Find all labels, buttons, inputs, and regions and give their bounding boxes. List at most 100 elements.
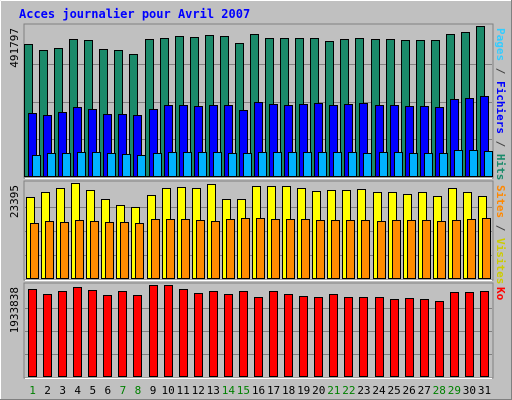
bar-sites-day-24 <box>377 221 386 279</box>
bar-ko-day-9 <box>149 285 158 377</box>
bar-pages-day-22 <box>348 152 357 177</box>
series-legend: Ko <box>494 287 507 301</box>
legend-part-1: Pages <box>494 28 507 61</box>
bar-sites-day-22 <box>346 220 355 279</box>
bar-ko-day-5 <box>88 290 97 377</box>
day-label-24: 24 <box>372 384 386 397</box>
legend-part-1: Ko <box>494 287 507 301</box>
bar-sites-day-15 <box>241 218 250 279</box>
bar-sites-day-13 <box>211 221 220 279</box>
bar-ko-day-20 <box>314 297 323 377</box>
bar-pages-day-1 <box>32 155 41 177</box>
day-label-11: 11 <box>177 384 190 397</box>
day-label-15: 15 <box>237 384 250 397</box>
bar-sites-day-10 <box>166 219 175 279</box>
bar-sites-day-19 <box>301 219 310 279</box>
day-label-5: 5 <box>89 384 96 397</box>
chart-panel-1: 491797 Pages / Fichiers / Hits <box>8 23 507 180</box>
bar-pages-day-14 <box>228 153 237 177</box>
bar-pages-day-28 <box>439 153 448 177</box>
day-label-26: 26 <box>403 384 416 397</box>
day-label-12: 12 <box>192 384 205 397</box>
bar-sites-day-4 <box>75 220 84 279</box>
legend-part-3: Visites <box>494 238 507 284</box>
bar-pages-day-15 <box>243 153 252 177</box>
bar-sites-day-16 <box>256 218 265 279</box>
x-axis-day-labels: 1 2 3 4 5 6 7 8 9 10 11 12 13 14 15 16 17 18 19 20 21 22 23 24 2… <box>29 384 491 397</box>
bar-ko-day-2 <box>43 294 52 377</box>
day-label-8: 8 <box>135 384 142 397</box>
bar-pages-day-17 <box>273 152 282 177</box>
bar-pages-day-6 <box>107 153 116 177</box>
y-max-label: 1933838 <box>8 287 21 333</box>
day-label-22: 22 <box>342 384 355 397</box>
day-label-28: 28 <box>433 384 446 397</box>
bar-pages-day-7 <box>122 154 131 177</box>
legend-part-5: Hits <box>494 154 507 181</box>
bar-pages-day-25 <box>394 152 403 177</box>
bar-ko-day-19 <box>299 296 308 377</box>
bar-pages-day-20 <box>318 152 327 177</box>
day-label-29: 29 <box>448 384 461 397</box>
chart-panels: 491797 Pages / Fichiers / Hits 23395 Sites … <box>8 23 507 379</box>
day-label-4: 4 <box>74 384 81 397</box>
legend-part-3: Fichiers <box>494 81 507 134</box>
bar-ko-day-23 <box>359 297 368 377</box>
bar-pages-day-31 <box>484 151 493 177</box>
bar-pages-day-19 <box>303 152 312 177</box>
bar-pages-day-13 <box>213 152 222 177</box>
bar-ko-day-26 <box>405 298 414 377</box>
bar-pages-day-27 <box>424 153 433 177</box>
bar-pages-day-10 <box>168 152 177 177</box>
bar-ko-day-15 <box>239 291 248 377</box>
bar-sites-day-18 <box>286 219 295 279</box>
bar-pages-day-3 <box>62 153 71 177</box>
day-label-20: 20 <box>312 384 325 397</box>
bar-ko-day-28 <box>435 301 444 377</box>
bar-sites-day-25 <box>392 220 401 279</box>
bar-ko-day-1 <box>28 289 37 377</box>
y-max-label: 491797 <box>8 28 21 68</box>
bar-sites-day-12 <box>196 220 205 279</box>
bar-ko-day-24 <box>375 297 384 377</box>
bar-sites-day-5 <box>90 221 99 279</box>
bar-pages-day-5 <box>92 152 101 177</box>
series-pages <box>32 150 493 177</box>
bar-ko-day-12 <box>194 293 203 377</box>
chart-panel-3: 1933838 Ko <box>8 282 507 379</box>
bar-sites-day-27 <box>422 220 431 279</box>
day-label-31: 31 <box>478 384 491 397</box>
bar-pages-day-4 <box>77 152 86 177</box>
legend-part-1: Sites <box>494 185 507 218</box>
bar-ko-day-11 <box>179 289 188 377</box>
bar-ko-day-21 <box>329 294 338 377</box>
day-label-19: 19 <box>297 384 310 397</box>
bar-ko-day-27 <box>420 299 429 377</box>
legend-part-2: / <box>494 218 507 238</box>
bar-pages-day-9 <box>153 153 162 177</box>
bar-ko-day-17 <box>269 291 278 377</box>
bar-pages-day-29 <box>454 150 463 177</box>
bar-sites-day-17 <box>271 219 280 279</box>
day-label-25: 25 <box>387 384 400 397</box>
bar-sites-day-7 <box>120 222 129 279</box>
bar-pages-day-18 <box>288 152 297 177</box>
bar-sites-day-28 <box>437 221 446 279</box>
legend-part-4: / <box>494 134 507 154</box>
day-label-17: 17 <box>267 384 280 397</box>
bar-ko-day-31 <box>480 291 489 377</box>
bar-ko-day-6 <box>103 295 112 377</box>
bar-pages-day-2 <box>47 153 56 177</box>
series-ko <box>28 285 489 377</box>
day-label-13: 13 <box>207 384 220 397</box>
bar-ko-day-25 <box>390 299 399 377</box>
day-label-6: 6 <box>105 384 112 397</box>
bar-ko-day-18 <box>284 294 293 377</box>
bar-pages-day-12 <box>198 152 207 177</box>
bar-sites-day-2 <box>45 221 54 279</box>
day-label-10: 10 <box>161 384 174 397</box>
bar-ko-day-7 <box>118 291 127 377</box>
series-legend: Pages / Fichiers / Hits <box>494 28 507 180</box>
bar-sites-day-1 <box>30 223 39 279</box>
day-label-9: 9 <box>150 384 157 397</box>
